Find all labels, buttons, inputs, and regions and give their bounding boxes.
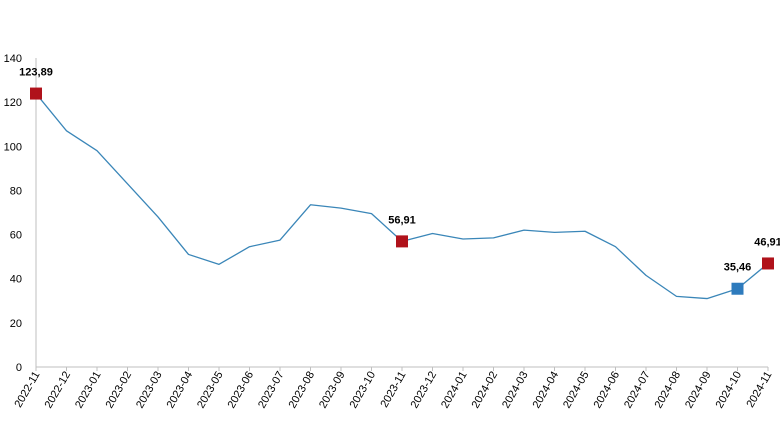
x-tick-label: 2022-11 [12,370,42,410]
x-tick-label: 2023-11 [378,370,408,410]
highlight-marker [30,87,42,100]
y-tick-label: 40 [10,274,22,286]
x-tick-label: 2023-10 [348,370,379,411]
x-tick-label: 2024-11 [744,370,774,410]
series-line [35,93,769,300]
x-tick-label: 2022-12 [43,370,74,411]
highlight-markers [30,87,774,295]
x-tick-label: 2024-01 [439,370,470,411]
data-label: 123,89 [19,67,53,79]
x-tick-label: 2023-12 [409,370,440,411]
x-tick-label: 2024-08 [653,370,684,411]
x-tick-label: 2023-09 [317,370,348,411]
y-tick-label: 120 [4,97,22,109]
x-axis: 2022-11 2022-12 2023-01 2023-02 2023-03 2023-… [12,366,775,411]
x-tick-label: 2023-04 [165,370,196,411]
x-tick-label: 2023-06 [226,370,257,411]
x-tick-label: 2024-06 [592,370,623,411]
x-tick-label: 2023-03 [134,370,165,411]
data-label: 46,91 [754,236,780,248]
y-tick-label: 0 [16,362,22,374]
x-tick-label: 2023-05 [195,370,226,411]
x-tick-label: 2023-07 [256,370,287,411]
data-label: 35,46 [724,262,752,274]
y-tick-label: 140 [4,53,22,65]
x-tick-label: 2024-05 [561,370,592,411]
x-tick-label: 2024-10 [714,370,745,411]
y-axis: 0 20 40 60 80 100 120 140 [4,53,37,374]
y-tick-label: 100 [4,141,22,153]
x-tick-label: 2023-08 [287,370,318,411]
y-tick-label: 20 [10,318,22,330]
x-tick-label: 2024-03 [500,370,531,411]
y-tick-label: 60 [10,230,22,242]
x-tick-label: 2023-01 [73,370,104,411]
data-label: 56,91 [388,214,416,226]
data-labels: 123,89 56,91 35,46 46,91 [19,67,780,274]
highlight-marker [396,235,408,248]
x-tick-label: 2024-02 [470,370,501,411]
x-tick-label: 2023-02 [104,370,135,411]
highlight-marker [762,257,774,270]
highlight-marker [731,282,744,295]
series-layer [35,93,769,300]
y-tick-label: 80 [10,185,22,197]
x-tick-label: 2024-09 [683,370,714,411]
x-tick-label: 2024-07 [622,370,653,411]
x-tick-label: 2024-04 [531,370,562,411]
